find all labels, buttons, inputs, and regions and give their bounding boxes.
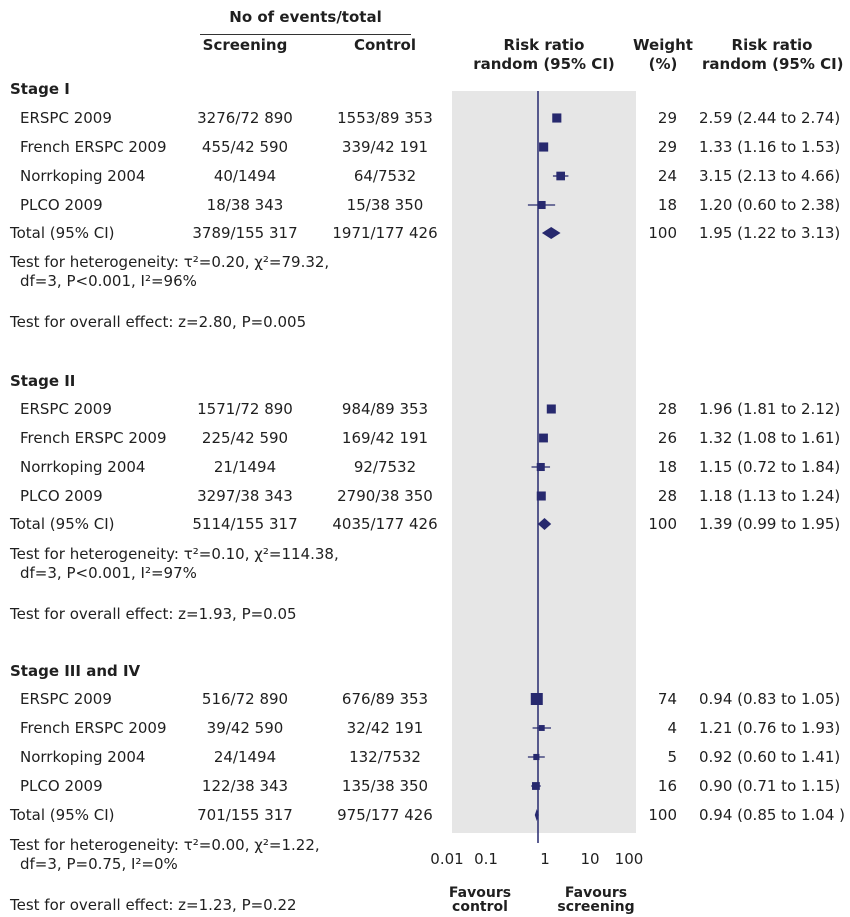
- study-estimate-marker: [537, 491, 546, 500]
- study-estimate-marker: [537, 463, 545, 471]
- study-estimate-marker: [538, 201, 546, 209]
- study-estimate-marker: [556, 172, 565, 181]
- study-estimate-marker: [531, 693, 543, 705]
- study-estimate-marker: [539, 434, 548, 443]
- study-estimate-marker: [539, 725, 545, 731]
- study-estimate-marker: [539, 142, 548, 151]
- study-estimate-marker: [552, 113, 561, 122]
- study-estimate-marker: [532, 782, 540, 790]
- study-estimate-marker: [533, 754, 539, 760]
- study-estimate-marker: [547, 404, 556, 413]
